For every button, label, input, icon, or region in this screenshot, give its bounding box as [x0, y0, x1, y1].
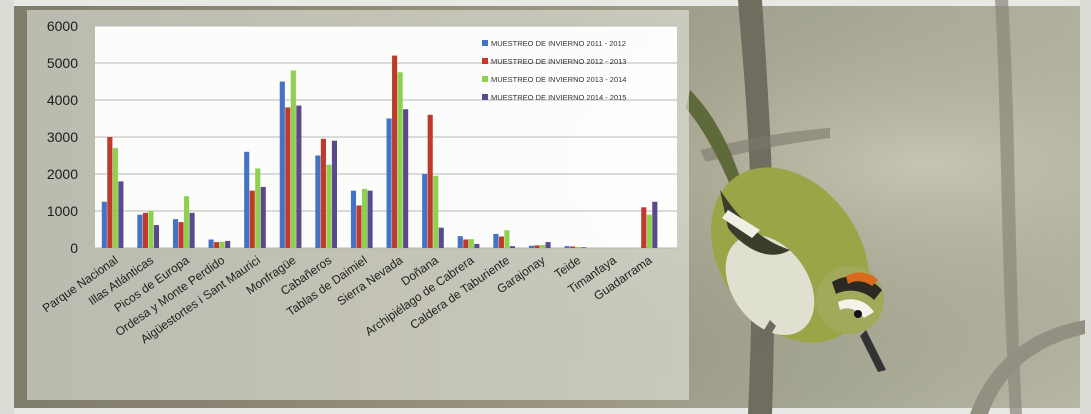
bar: [564, 246, 570, 248]
bar: [392, 55, 398, 248]
y-tick-label: 3000: [47, 129, 78, 145]
bar: [367, 190, 373, 248]
bar: [463, 239, 469, 248]
bar: [112, 148, 118, 248]
bar: [107, 137, 113, 248]
y-tick-label: 2000: [47, 166, 78, 182]
bar: [255, 168, 261, 248]
bar: [493, 233, 499, 248]
bar: [244, 151, 250, 248]
branch: [995, 0, 1022, 414]
bar: [570, 246, 576, 248]
y-tick-label: 1000: [47, 203, 78, 219]
bar: [101, 201, 107, 248]
bar: [575, 246, 581, 248]
bar: [356, 205, 362, 248]
bar: [296, 105, 302, 248]
bar: [438, 227, 444, 248]
bar: [172, 219, 179, 248]
bar: [581, 247, 587, 248]
bar: [260, 186, 266, 248]
bar: [183, 196, 190, 248]
bar: [320, 138, 326, 248]
bar: [350, 190, 357, 248]
bar: [545, 242, 551, 248]
bar: [118, 181, 124, 248]
bar: [646, 214, 652, 248]
bar: [539, 245, 546, 248]
bar: [208, 239, 214, 248]
legend-swatch: [482, 40, 488, 46]
y-tick-label: 6000: [47, 18, 78, 34]
bar: [528, 245, 535, 248]
bar: [219, 241, 225, 248]
bars: [101, 55, 658, 249]
legend-swatch: [482, 76, 488, 82]
legend-label: MUESTREO DE INVIERNO 2011 - 2012: [491, 39, 626, 48]
bar: [504, 230, 510, 248]
y-tick-label: 4000: [47, 92, 78, 108]
bar: [137, 214, 143, 248]
bar: [641, 207, 647, 248]
bar: [474, 243, 480, 248]
legend-swatch: [482, 58, 488, 64]
y-tick-label: 5000: [47, 55, 78, 71]
gridlines: [95, 25, 677, 249]
legend-label: MUESTREO DE INVIERNO 2012 - 2013: [491, 57, 626, 66]
bar: [498, 236, 504, 248]
bar: [315, 155, 321, 248]
bar: [178, 222, 184, 248]
bar: [361, 188, 368, 248]
bar: [214, 242, 220, 248]
bar: [326, 164, 332, 248]
branch: [700, 128, 830, 162]
bar: [290, 70, 296, 249]
bar: [468, 239, 474, 248]
bar: [148, 211, 154, 248]
bar: [279, 81, 285, 248]
legend-label: MUESTREO DE INVIERNO 2013 - 2014: [491, 75, 626, 84]
firecrest-bird: [686, 90, 886, 372]
legend-swatch: [482, 94, 488, 100]
bar: [142, 212, 148, 248]
bar: [422, 174, 428, 248]
legend: MUESTREO DE INVIERNO 2011 - 2012 MUESTREO…: [482, 39, 626, 102]
legend-label: MUESTREO DE INVIERNO 2014 - 2015: [491, 93, 626, 102]
bar: [331, 140, 338, 248]
branch: [970, 320, 1085, 414]
bar: [397, 72, 403, 248]
bar: [433, 175, 439, 248]
bar: [225, 240, 231, 248]
bar: [652, 201, 658, 248]
bar: [153, 225, 160, 248]
bar: [457, 236, 463, 248]
bar: [509, 246, 515, 248]
y-tick-label: 0: [70, 240, 78, 256]
bar: [285, 107, 291, 249]
y-axis-ticks: 0 1000 2000 3000 4000 5000 6000: [47, 18, 78, 256]
bar: [249, 190, 255, 248]
bar: [189, 212, 195, 248]
bar: [403, 109, 409, 248]
bar: [534, 245, 540, 248]
bar: [427, 114, 433, 248]
bar: [386, 118, 392, 248]
